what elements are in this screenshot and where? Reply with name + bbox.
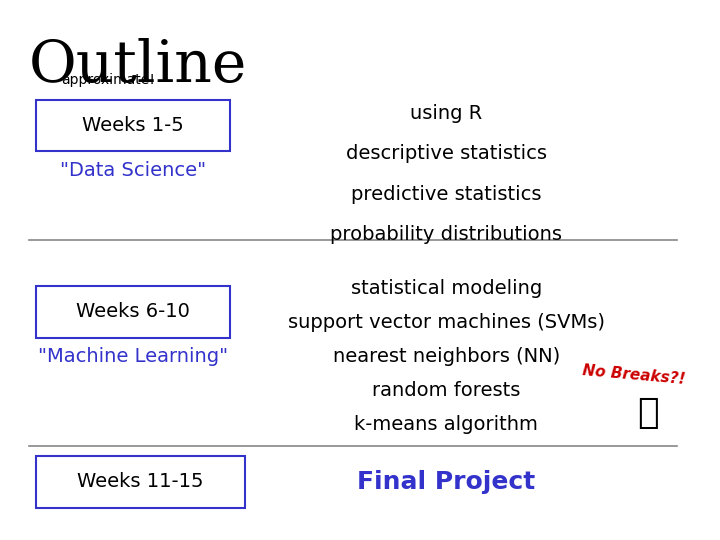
Text: Weeks 6-10: Weeks 6-10 (76, 302, 190, 321)
Text: Outline: Outline (29, 38, 247, 94)
Text: probability distributions: probability distributions (330, 225, 562, 245)
Text: support vector machines (SVMs): support vector machines (SVMs) (288, 313, 605, 333)
Text: Weeks 11-15: Weeks 11-15 (77, 472, 204, 491)
Text: random forests: random forests (372, 381, 521, 401)
Text: "Data Science": "Data Science" (60, 160, 206, 180)
Text: predictive statistics: predictive statistics (351, 185, 541, 204)
Text: statistical modeling: statistical modeling (351, 279, 542, 299)
Text: No Breaks?!: No Breaks?! (582, 363, 685, 387)
Text: "Machine Learning": "Machine Learning" (38, 347, 228, 366)
FancyBboxPatch shape (36, 100, 230, 151)
FancyBboxPatch shape (36, 286, 230, 338)
Text: Final Project: Final Project (357, 470, 536, 494)
Text: k-means algorithm: k-means algorithm (354, 415, 539, 435)
Text: approximate!: approximate! (61, 73, 155, 87)
Text: descriptive statistics: descriptive statistics (346, 144, 547, 164)
Text: nearest neighbors (NN): nearest neighbors (NN) (333, 347, 560, 367)
Text: using R: using R (410, 104, 482, 123)
Text: 👾: 👾 (637, 396, 659, 430)
FancyBboxPatch shape (36, 456, 245, 508)
Text: Weeks 1-5: Weeks 1-5 (82, 116, 184, 135)
